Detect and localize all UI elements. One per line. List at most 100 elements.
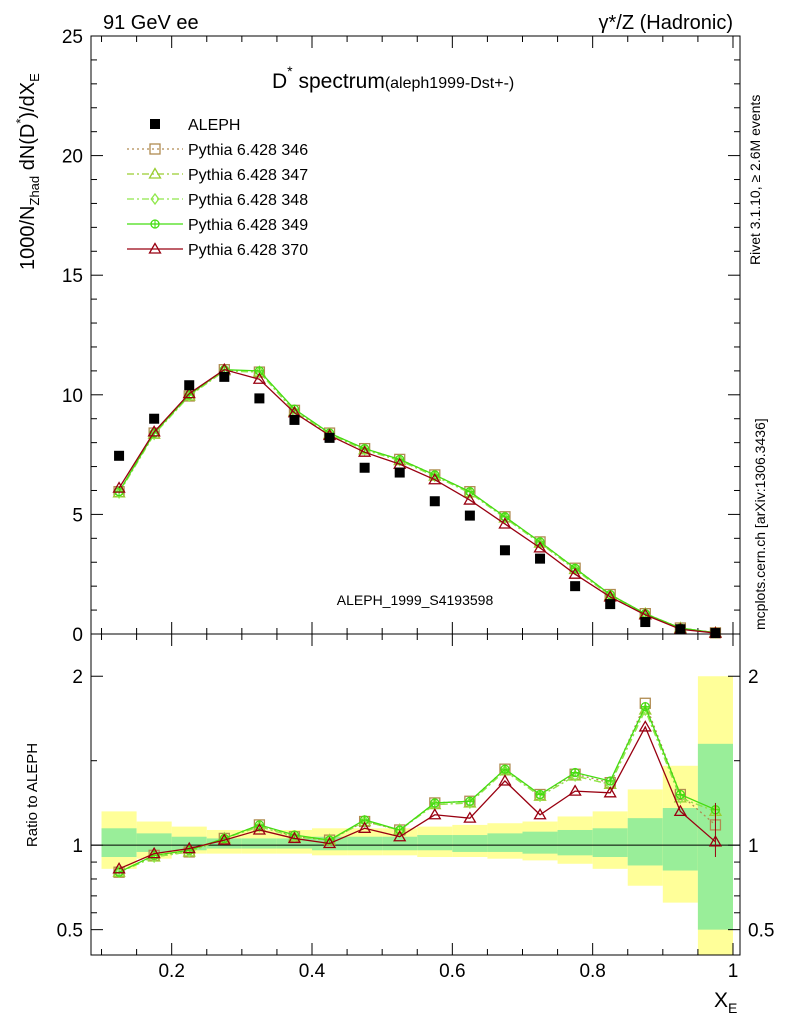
- aleph-point: [605, 599, 616, 610]
- main-series-aleph: [114, 371, 721, 639]
- ratio-point: [498, 774, 512, 786]
- main-point: [428, 472, 442, 485]
- aleph-point: [359, 462, 370, 473]
- ratio-point: [603, 786, 617, 798]
- ratio-point: [638, 720, 652, 732]
- aleph-point: [219, 371, 230, 382]
- plot-title-tag: (aleph1999-Dst+-): [385, 75, 514, 92]
- ratio-point: [217, 833, 231, 845]
- main-series-line: [118, 370, 716, 634]
- main-y-tick-label: 25: [62, 27, 83, 48]
- rivet-label: Rivet 3.1.10, ≥ 2.6M events: [747, 95, 763, 265]
- main-y-tick-label: 0: [72, 625, 83, 646]
- mcplots-label: mcplots.cern.ch [arXiv:1306.3436]: [752, 418, 768, 630]
- ratio-point: [182, 841, 196, 854]
- main-point: [358, 445, 372, 457]
- legend-label: Pythia 6.428 346: [188, 142, 308, 159]
- ratio-point: [500, 764, 510, 774]
- main-y-tick-label: 5: [72, 505, 83, 526]
- ratio-y-tick-label: 1: [72, 836, 83, 857]
- main-point: [182, 386, 196, 399]
- ratio-ylabel: Ratio to ALEPH: [24, 743, 41, 847]
- legend-label: ALEPH: [188, 117, 240, 134]
- main-point: [147, 425, 161, 437]
- ratio-point: [219, 832, 229, 845]
- green-band: [101, 828, 137, 858]
- aleph-point: [464, 510, 475, 521]
- ratio-point: [640, 701, 650, 712]
- main-point: [498, 517, 512, 529]
- green-band: [452, 835, 488, 852]
- main-y-tick-label: 15: [62, 266, 83, 287]
- x-tick-label: 0.8: [579, 961, 605, 982]
- legend-marker: [150, 192, 160, 206]
- legend-marker: [150, 119, 160, 129]
- main-point: [463, 493, 477, 505]
- ratio-panel: 0.5 0.5 1 1 2 2 0.2 0.4 0.6 0.8 1: [57, 633, 774, 982]
- ratio-point: [465, 796, 475, 806]
- ratio-point: [463, 811, 477, 823]
- legend-label: Pythia 6.428 349: [188, 217, 308, 234]
- ratio-point: [358, 821, 372, 833]
- aleph-point: [394, 467, 405, 478]
- header-right: γ*/Z (Hadronic): [599, 12, 733, 34]
- header-left: 91 GeV ee: [103, 12, 199, 34]
- ratio-series-line: [118, 725, 716, 870]
- legend-item-4: Pythia 6.428 349: [127, 217, 308, 234]
- green-band: [417, 835, 453, 851]
- legend: ALEPH Pythia 6.428 346 Pythia 6.428 347 Pyt…: [127, 117, 308, 259]
- xlabel: XE: [714, 989, 737, 1016]
- ratio-point: [287, 831, 302, 844]
- green-band: [487, 833, 523, 852]
- green-band: [136, 833, 172, 852]
- aleph-point: [289, 414, 300, 425]
- green-band: [627, 818, 663, 866]
- legend-label: Pythia 6.428 370: [188, 242, 308, 259]
- legend-label: Pythia 6.428 347: [188, 167, 308, 184]
- legend-item-1: Pythia 6.428 346: [127, 142, 308, 159]
- ratio-series-4: [114, 701, 721, 877]
- ratio-point: [322, 836, 337, 849]
- green-band: [276, 838, 313, 849]
- green-band: [522, 831, 558, 854]
- ratio-y-tick-label-right: 0.5: [748, 921, 774, 942]
- ratio-point: [568, 784, 582, 796]
- aleph-point: [640, 617, 651, 628]
- aleph-point: [535, 553, 546, 564]
- plot-title-sup: *: [287, 63, 293, 79]
- legend-item-3: Pythia 6.428 348: [127, 192, 308, 209]
- main-point: [252, 372, 267, 384]
- main-y-tick-label: 10: [62, 386, 83, 407]
- ratio-point: [533, 807, 547, 820]
- aleph-point: [254, 393, 265, 404]
- x-tick-label: 1: [728, 961, 739, 982]
- legend-marker: [148, 167, 162, 179]
- main-point: [568, 567, 582, 579]
- ratio-y-tick-label: 0.5: [57, 921, 83, 942]
- legend-item-2: Pythia 6.428 347: [127, 167, 308, 184]
- legend-marker: [150, 219, 160, 229]
- ratio-point: [252, 823, 267, 835]
- plot-title-rest: spectrum: [293, 70, 385, 93]
- aleph-point: [184, 380, 195, 391]
- ratio-point: [393, 829, 407, 842]
- ratio-series-line: [118, 705, 716, 873]
- legend-label: Pythia 6.428 348: [188, 192, 308, 209]
- ratio-point: [674, 788, 687, 801]
- ratio-series-5: [112, 720, 723, 874]
- aleph-point: [149, 413, 160, 424]
- legend-item-5: Pythia 6.428 370: [127, 242, 308, 259]
- ratio-point: [605, 778, 615, 791]
- aleph-point: [114, 450, 125, 461]
- plot-title-main: D: [272, 70, 287, 93]
- plot-title: D* spectrum(aleph1999-Dst+-): [272, 63, 514, 93]
- aleph-point: [324, 432, 335, 443]
- ratio-point: [112, 862, 126, 874]
- ratio-point: [428, 807, 442, 820]
- green-band: [347, 836, 383, 851]
- main-panel: 0 5 10 15 20 25: [62, 27, 741, 646]
- green-band: [592, 828, 628, 858]
- main-ylabel: 1000/NZhad dN(D*)/dXE: [13, 73, 42, 270]
- ratio-y-tick-label-right: 2: [748, 667, 759, 688]
